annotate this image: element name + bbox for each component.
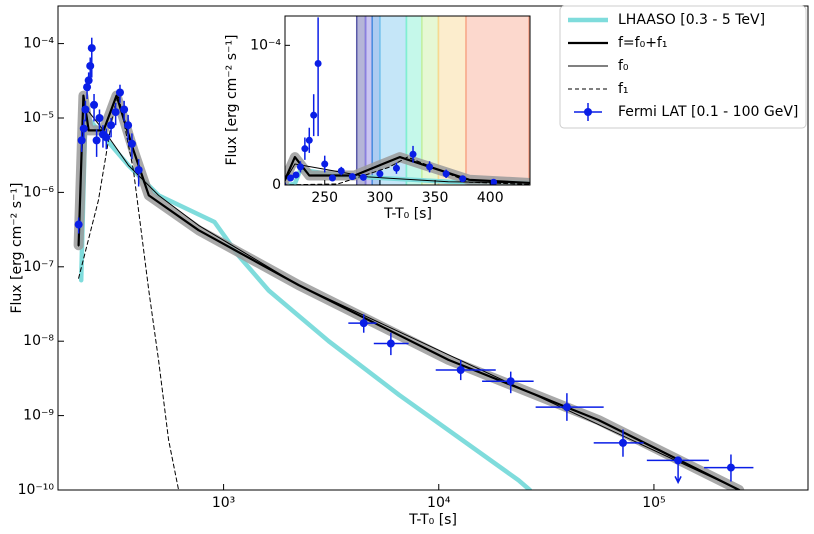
inset-y-axis-label: Flux [erg cm⁻² s⁻¹] [224,34,240,165]
data-point [337,167,345,175]
inset-x-tick-label: 400 [477,190,504,206]
data-point [120,105,129,114]
time-band [365,16,373,185]
time-band [406,16,422,185]
data-point [305,136,313,144]
data-point [92,136,101,145]
data-point [301,145,309,153]
data-point [409,150,417,158]
legend-label: f₁ [618,81,629,97]
time-band [438,16,466,185]
data-point [314,59,322,67]
data-point [134,165,143,174]
inset-y-tick-label: 0 [272,177,281,193]
inset-plot-area [285,16,530,185]
data-point [490,178,498,185]
legend-label: Fermi LAT [0.1 - 100 GeV] [618,104,798,120]
data-point [310,111,318,119]
x-tick-label: 10⁵ [642,495,665,511]
data-point [83,83,92,92]
data-point [81,105,90,114]
time-band [356,16,366,185]
y-tick-label: 10⁻⁵ [23,110,54,126]
legend-label: f=f₀+f₁ [618,35,667,51]
axes: 10³ 10⁴ 10⁵ 10⁻⁴ 10⁻⁵ 10⁻⁶ 10⁻⁷ 10⁻⁸ 10⁻⁹ 10⁻¹⁰ [18,36,666,511]
time-band [372,16,380,185]
x-tick-label: 10⁴ [427,495,451,511]
inset-x-tick-label: 250 [311,190,338,206]
data-point [726,463,735,472]
axes-frame [57,5,809,491]
y-tick-label: 10⁻⁶ [23,184,54,200]
data-point [111,108,120,117]
legend: LHAASO [0.3 - 5 TeV] f=f₀+f₁ f₀ f₁ Fermi LAT… [568,12,798,121]
data-point [90,100,99,109]
x-axis-label: T-T₀ [s] [408,512,457,528]
data-point [102,133,111,142]
data-point [87,44,96,53]
data-point [562,403,571,412]
data-point [74,220,83,229]
data-point [426,163,434,171]
legend-box [559,5,807,129]
y-tick-label: 10⁻¹⁰ [18,482,55,498]
data-point [95,113,104,122]
data-point [115,88,124,97]
inset-y-tick-label: 10⁻⁴ [250,37,281,53]
inset-frame [284,15,531,186]
y-axis-label: Flux [erg cm⁻² s⁻¹] [9,182,25,313]
data-point [376,170,384,178]
legend-label: LHAASO [0.3 - 5 TeV] [618,12,765,28]
data-point [386,339,395,348]
inset-x-tick-label: 350 [422,190,449,206]
data-point [292,171,300,179]
model-line [285,163,530,184]
legend-label: f₀ [618,58,629,74]
model-line [285,156,530,185]
model-line [78,95,180,490]
data-point [296,163,304,171]
y-tick-label: 10⁻⁴ [23,36,54,52]
data-point [442,170,450,178]
data-point [127,139,136,148]
data-point [79,124,88,133]
data-point [618,438,627,447]
inset-axes: 250 300 350 400 0 10⁻⁴ [250,37,503,206]
x-tick-label: 10³ [212,495,235,511]
time-band [421,16,439,185]
data-point [392,164,400,172]
data-point [359,319,368,328]
legend-swatch [584,108,592,116]
data-point [674,456,683,465]
data-point [506,377,515,386]
data-point [328,174,336,182]
data-point [348,173,356,181]
data-point [456,366,465,375]
y-tick-label: 10⁻⁹ [23,408,54,424]
time-band [465,16,529,185]
data-point [124,121,133,130]
y-tick-label: 10⁻⁸ [23,333,54,349]
plot-area [73,37,754,490]
data-point [459,175,467,183]
y-tick-label: 10⁻⁷ [23,259,54,275]
data-point [86,61,95,70]
data-point [107,121,116,130]
data-point [321,160,329,168]
inset-x-axis-label: T-T₀ [s] [383,206,432,222]
data-point [359,173,367,181]
data-point [84,76,93,85]
data-point [287,174,295,182]
inset-x-tick-label: 300 [367,190,394,206]
